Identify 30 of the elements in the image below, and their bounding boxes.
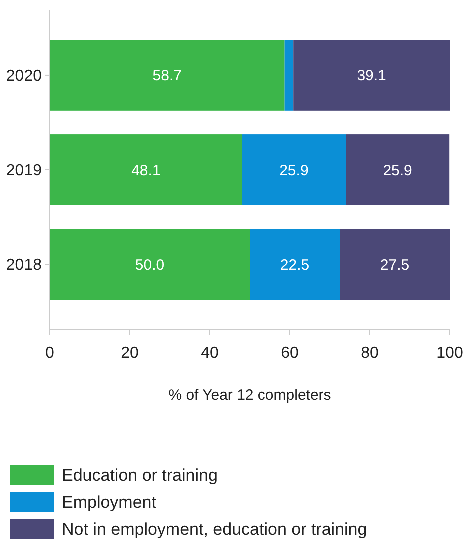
data-label: 50.0 [135,256,165,274]
x-tick-label: 20 [121,345,139,362]
y-tick-label: 2020 [6,68,42,86]
x-tick-label: 40 [201,345,219,362]
x-tick-label: 80 [361,345,379,362]
data-label: 25.9 [280,162,309,180]
bar [250,229,340,300]
bar [340,229,450,300]
x-axis-title: % of Year 12 completers [168,387,332,404]
x-tick-label: 0 [46,345,55,362]
data-label: 22.5 [280,256,310,274]
data-label: 27.5 [380,256,410,274]
legend-label: Education or training [62,466,218,485]
data-label: 39.1 [357,68,386,85]
legend-label: Employment [62,492,157,512]
data-label: 25.9 [383,162,412,180]
x-tick-label: 100 [436,345,464,362]
data-label: 58.7 [152,68,182,85]
bar [284,40,294,111]
bar [346,134,450,206]
bar [50,134,242,206]
y-tick-label: 2018 [6,257,42,274]
bar [50,40,285,111]
bar [294,40,450,111]
y-tick-label: 2019 [6,162,42,180]
bar [50,229,250,300]
legend-label: Not in employment, education or training [62,520,368,539]
x-tick-label: 60 [281,345,299,362]
bar [242,134,346,206]
data-label: 48.1 [132,162,161,180]
